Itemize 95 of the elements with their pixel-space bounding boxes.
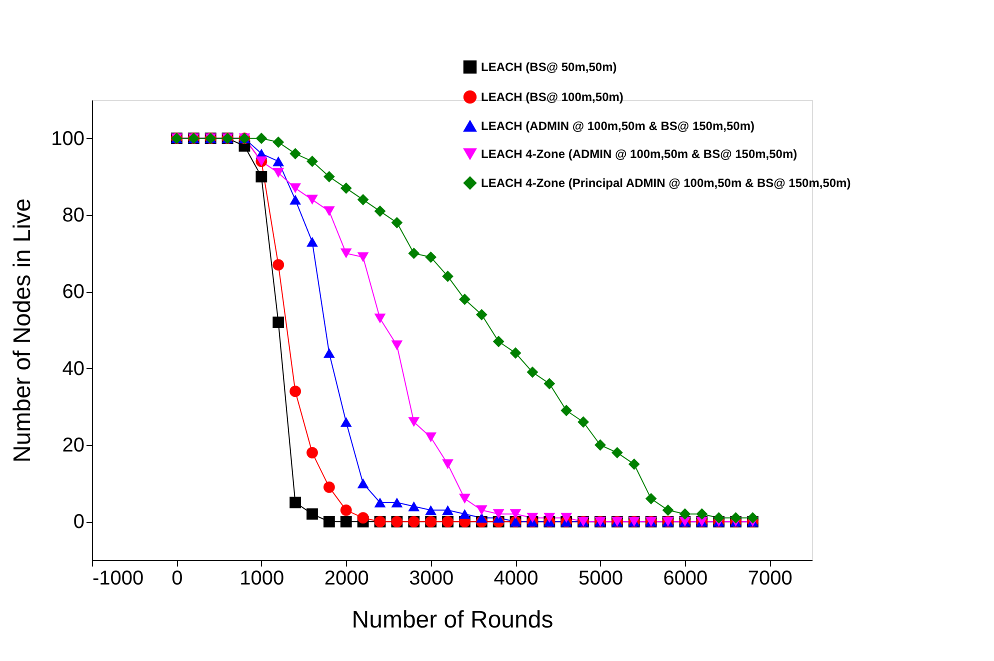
x-axis-title: Number of Rounds	[352, 606, 554, 634]
point	[323, 481, 335, 493]
point	[306, 156, 318, 168]
y-tick-label: 100	[51, 128, 84, 150]
point	[391, 498, 403, 508]
legend-label: LEACH 4-Zone (Principal ADMIN @ 100m,50m & BS@ 150m,50m)	[481, 176, 851, 190]
point	[459, 494, 470, 504]
point	[730, 512, 742, 524]
point	[696, 508, 708, 520]
point	[425, 505, 437, 516]
point	[408, 501, 420, 512]
point	[476, 308, 488, 320]
point	[323, 170, 335, 182]
point	[713, 512, 725, 524]
point	[290, 496, 301, 508]
point	[459, 294, 470, 306]
point	[544, 512, 556, 523]
point	[679, 508, 691, 520]
point	[391, 340, 403, 350]
point	[510, 347, 522, 359]
point	[476, 512, 488, 523]
y-tick-label: 0	[73, 511, 84, 534]
point	[560, 404, 572, 416]
x-tick-label: 6000	[663, 568, 708, 590]
point	[476, 505, 488, 516]
point	[290, 386, 301, 398]
point	[256, 132, 268, 144]
x-tick-label: 0	[172, 568, 183, 590]
point	[323, 348, 335, 358]
point	[374, 314, 386, 324]
point	[256, 170, 268, 182]
point	[645, 492, 657, 504]
point	[340, 248, 352, 258]
legend-label: LEACH (BS@ 50m,50m)	[481, 60, 617, 74]
point	[340, 417, 352, 427]
point	[442, 459, 454, 470]
point	[290, 148, 301, 160]
point	[459, 509, 470, 519]
point	[272, 316, 284, 328]
x-tick-label: 5000	[578, 568, 623, 590]
point	[510, 509, 522, 519]
legend-label: LEACH (ADMIN @ 100m,50m & BS@ 150m,50m)	[481, 119, 754, 133]
point	[747, 512, 758, 524]
point	[272, 156, 284, 166]
legend-label: LEACH 4-Zone (ADMIN @ 100m,50m & BS@ 150m,50m)	[481, 147, 798, 161]
point	[340, 504, 352, 516]
y-tick-label: 60	[62, 281, 84, 304]
point	[526, 512, 538, 523]
point	[425, 432, 437, 442]
point	[442, 505, 454, 516]
point	[425, 251, 437, 263]
y-axis-title: Number of Nodes in Live	[9, 198, 36, 463]
point	[357, 512, 369, 524]
x-tick-label: 2000	[324, 568, 369, 590]
x-tick-label: 4000	[494, 568, 538, 590]
point	[290, 183, 301, 194]
point	[290, 194, 301, 205]
point	[306, 194, 318, 205]
point	[272, 168, 284, 178]
point	[560, 512, 572, 523]
point	[357, 478, 369, 488]
point	[357, 252, 369, 262]
point	[408, 417, 420, 427]
x-tick-label: -1000	[92, 568, 144, 590]
point	[272, 259, 284, 271]
point	[578, 416, 589, 428]
point	[611, 446, 623, 458]
x-tick-label: 1000	[240, 568, 284, 590]
point	[662, 504, 674, 516]
point	[628, 458, 640, 470]
point	[492, 336, 504, 348]
point	[594, 439, 606, 451]
point	[526, 366, 538, 378]
point	[442, 270, 454, 282]
point	[374, 498, 386, 508]
point	[340, 516, 352, 528]
point	[374, 205, 386, 217]
point	[357, 194, 369, 206]
point	[323, 516, 335, 528]
point	[272, 136, 284, 148]
legend-label: LEACH (BS@ 100m,50m)	[481, 90, 624, 104]
point	[492, 509, 504, 519]
point	[391, 216, 403, 228]
y-tick-label: 80	[62, 204, 84, 226]
y-tick-label: 20	[62, 434, 84, 456]
x-tick-label: 3000	[409, 568, 454, 590]
point	[306, 236, 318, 247]
x-tick-label: 7000	[748, 568, 792, 590]
point	[306, 446, 318, 458]
y-tick-label: 40	[62, 358, 84, 380]
point	[544, 378, 556, 390]
point	[306, 508, 318, 520]
point	[408, 248, 420, 260]
point	[323, 206, 335, 216]
point	[340, 182, 352, 194]
